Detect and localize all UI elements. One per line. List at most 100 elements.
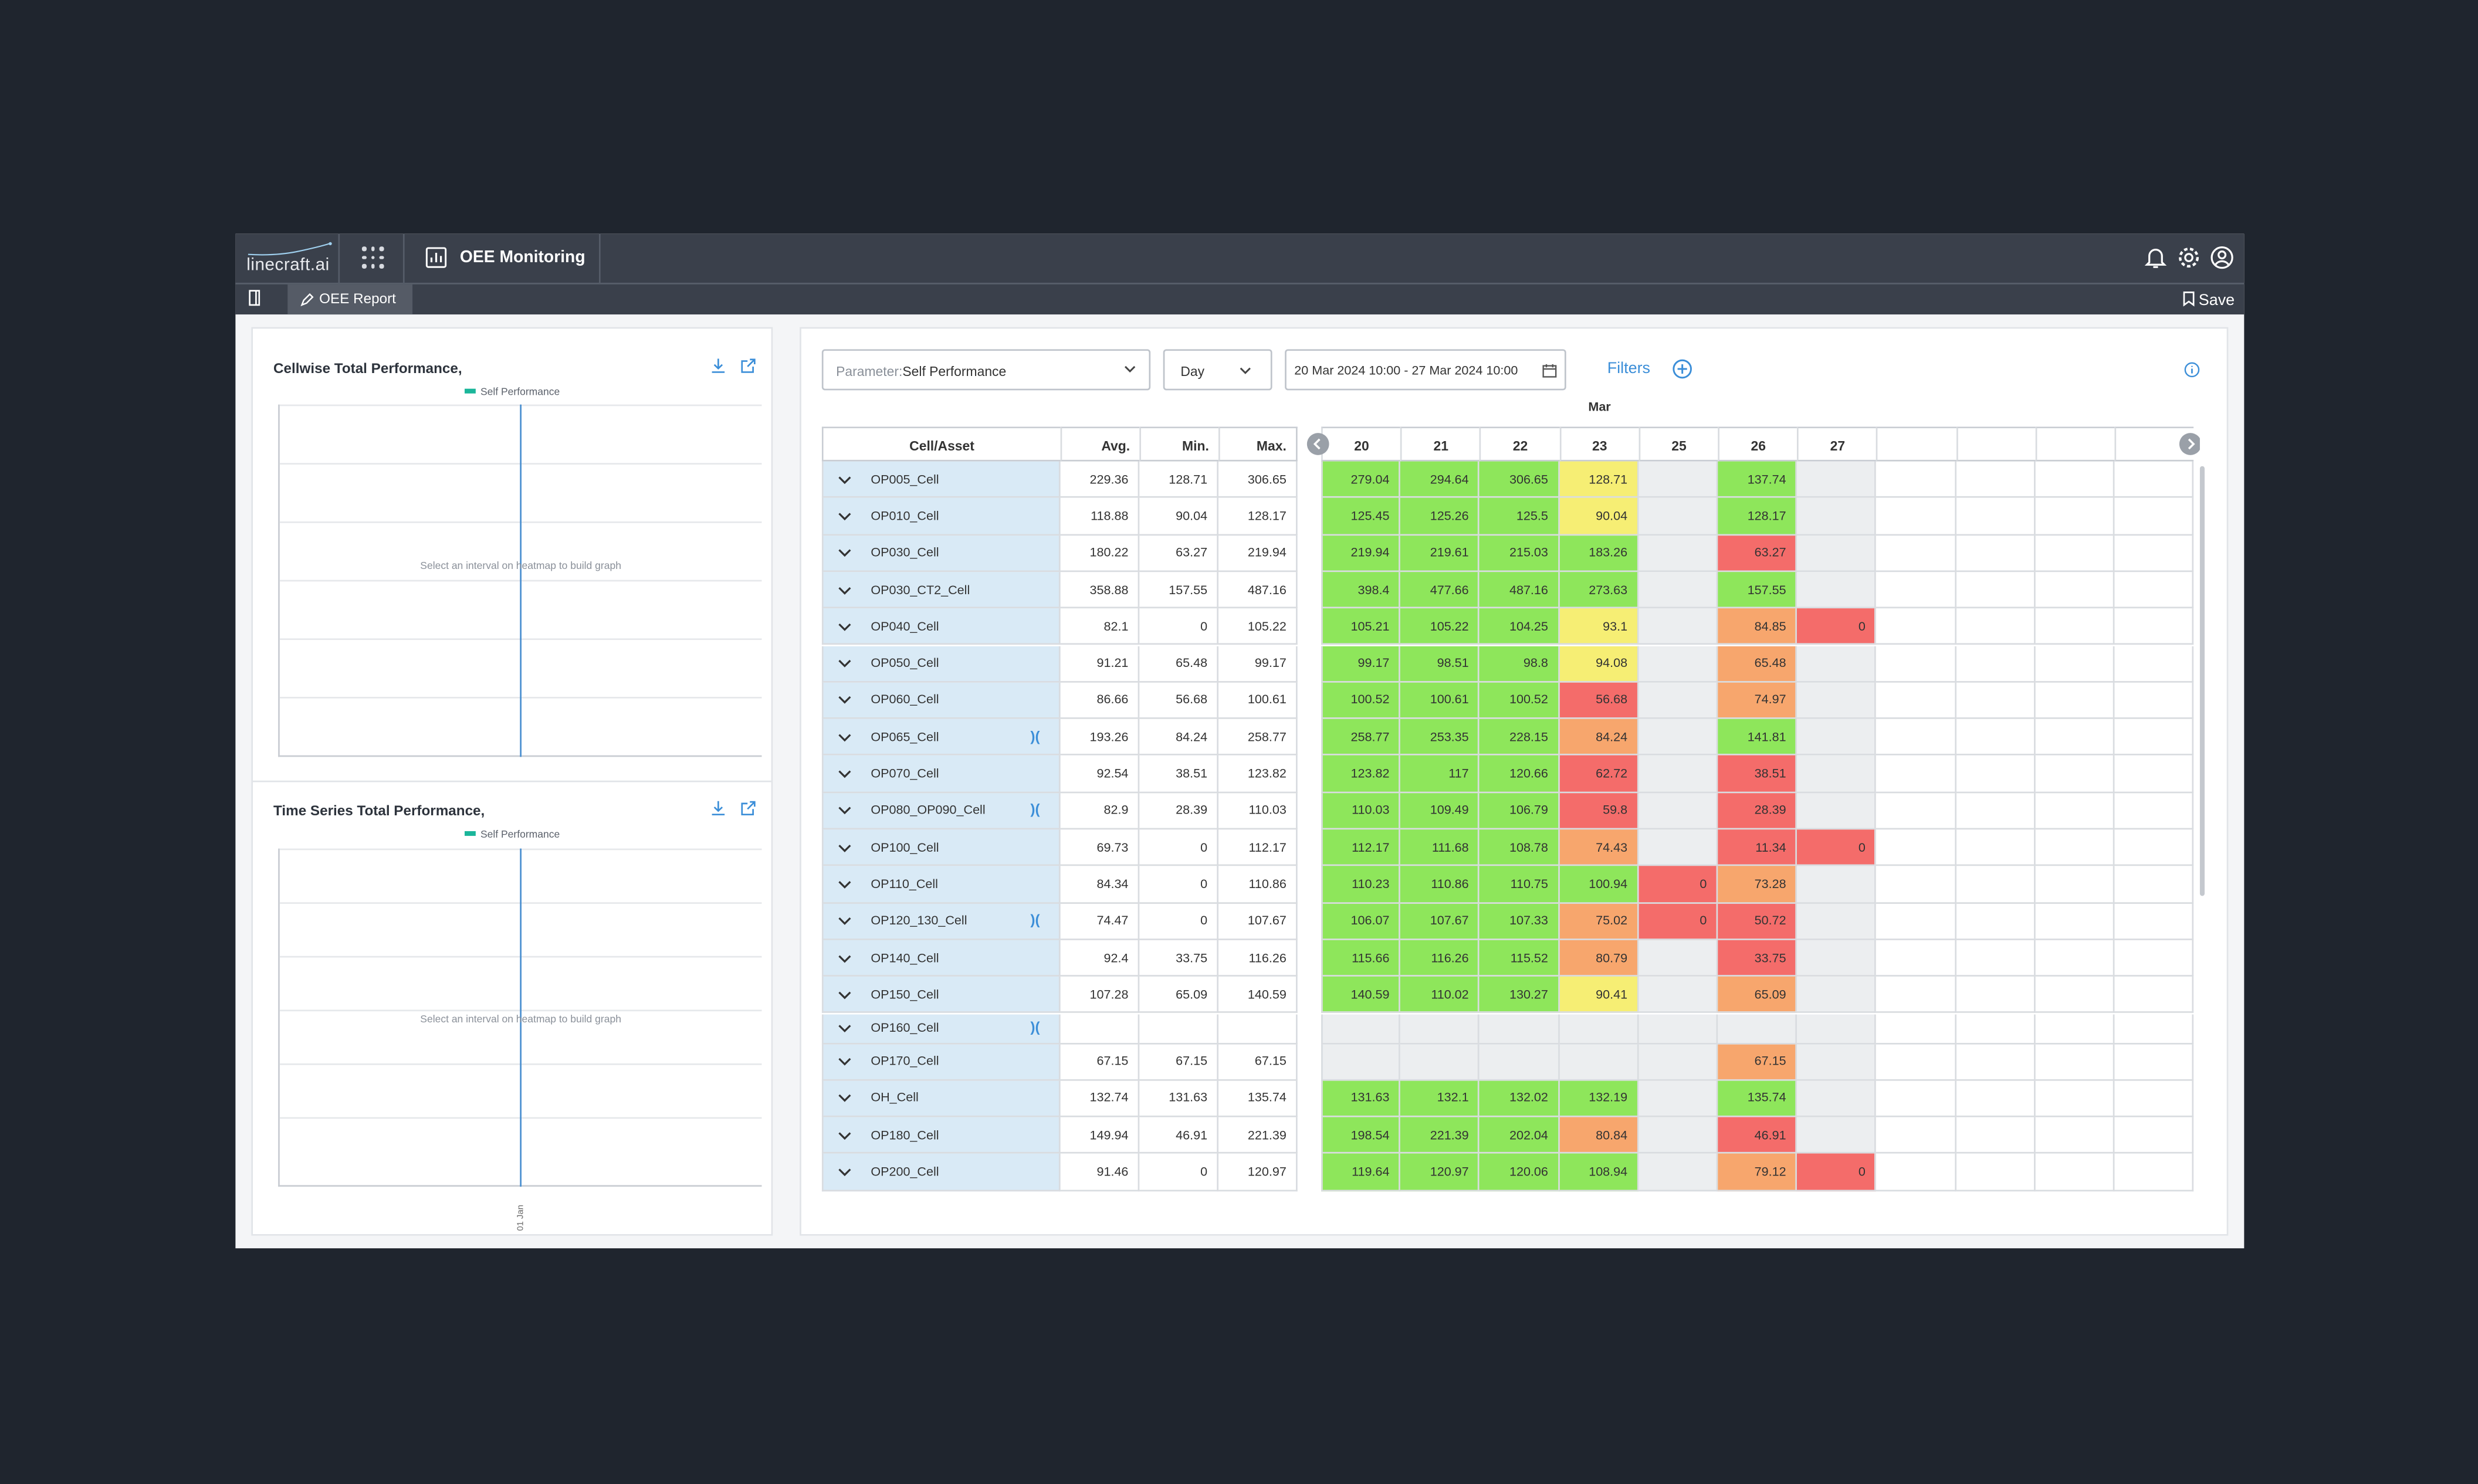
table-row[interactable]: OP005_Cell 229.36 128.71 306.65 279.04 294.64…: [821, 461, 2200, 499]
heatmap-cell[interactable]: [1639, 829, 1718, 867]
heatmap-cell[interactable]: 104.25: [1480, 608, 1559, 646]
heatmap-cell[interactable]: 132.1: [1400, 1080, 1480, 1117]
settings-gear-icon[interactable]: [2176, 245, 2202, 270]
heatmap-cell[interactable]: [1639, 977, 1718, 1014]
header-day[interactable]: 22: [1480, 426, 1559, 462]
expand-chevron-icon[interactable]: [838, 733, 852, 742]
expand-chevron-icon[interactable]: [838, 548, 852, 558]
table-row[interactable]: OP030_Cell 180.22 63.27 219.94 219.94 219.61 2…: [821, 535, 2200, 572]
heatmap-cell[interactable]: 100.52: [1321, 682, 1401, 719]
heatmap-cell[interactable]: [1480, 1014, 1559, 1044]
heatmap-cell[interactable]: [1797, 1117, 1877, 1154]
heatmap-cell[interactable]: 132.02: [1480, 1080, 1559, 1117]
heatmap-cell[interactable]: 100.61: [1400, 682, 1480, 719]
heatmap-cell[interactable]: [1797, 866, 1877, 903]
heatmap-cell[interactable]: [1639, 645, 1718, 683]
module-title-area[interactable]: OEE Monitoring: [405, 233, 601, 283]
heatmap-cell[interactable]: [1797, 498, 1877, 536]
heatmap-cell[interactable]: 63.27: [1718, 535, 1797, 572]
heatmap-cell[interactable]: 306.65: [1480, 461, 1559, 499]
heatmap-cell[interactable]: 228.15: [1480, 719, 1559, 756]
header-day[interactable]: [2035, 426, 2115, 462]
heatmap-cell[interactable]: 398.4: [1321, 571, 1401, 609]
table-row[interactable]: OP040_Cell 82.1 0 105.22 105.21 105.22 104.25 9…: [821, 608, 2200, 646]
table-row[interactable]: OP060_Cell 86.66 56.68 100.61 100.52 100.61 10…: [821, 682, 2200, 719]
heatmap-cell[interactable]: 84.85: [1718, 608, 1797, 646]
cell-asset-name[interactable]: OP040_Cell: [821, 608, 1061, 646]
table-row[interactable]: OP100_Cell 69.73 0 112.17 112.17 111.68 108.78…: [821, 829, 2200, 867]
logo[interactable]: linecraft.ai: [235, 233, 340, 283]
heatmap-cell[interactable]: 90.41: [1559, 977, 1639, 1014]
expand-chevron-icon[interactable]: [838, 770, 852, 779]
heatmap-cell[interactable]: 109.49: [1400, 792, 1480, 830]
cell-asset-name[interactable]: OP005_Cell: [821, 461, 1061, 499]
header-max[interactable]: Max.: [1218, 426, 1298, 462]
table-row[interactable]: OP160_Cell)(: [821, 1014, 2200, 1044]
expand-chevron-icon[interactable]: [838, 991, 852, 1000]
header-avg[interactable]: Avg.: [1060, 426, 1140, 462]
cell-asset-name[interactable]: OP150_Cell: [821, 977, 1061, 1014]
user-account-icon[interactable]: [2209, 245, 2235, 270]
heatmap-cell[interactable]: 183.26: [1559, 535, 1639, 572]
heatmap-cell[interactable]: [1718, 1014, 1797, 1044]
heatmap-cell[interactable]: [1400, 1014, 1480, 1044]
heatmap-cell[interactable]: 140.59: [1321, 977, 1401, 1014]
heatmap-cell[interactable]: 79.12: [1718, 1154, 1797, 1191]
heatmap-cell[interactable]: [1639, 719, 1718, 756]
heatmap-cell[interactable]: 130.27: [1480, 977, 1559, 1014]
plot-area[interactable]: Select an interval on heatmap to build g…: [278, 848, 762, 1187]
add-filter-icon[interactable]: [1672, 359, 1692, 380]
cell-asset-name[interactable]: OP070_Cell: [821, 755, 1061, 793]
heatmap-cell[interactable]: 128.71: [1559, 461, 1639, 499]
heatmap-cell[interactable]: 0: [1797, 608, 1877, 646]
cell-asset-name[interactable]: OP050_Cell: [821, 645, 1061, 683]
heatmap-cell[interactable]: 98.8: [1480, 645, 1559, 683]
table-row[interactable]: OP110_Cell 84.34 0 110.86 110.23 110.86 110.75…: [821, 866, 2200, 903]
heatmap-cell[interactable]: [1797, 755, 1877, 793]
parameter-select[interactable]: Parameter:Self Performance: [821, 349, 1151, 391]
cell-asset-name[interactable]: OH_Cell: [821, 1080, 1061, 1117]
expand-chevron-icon[interactable]: [838, 622, 852, 632]
heatmap-cell[interactable]: 120.06: [1480, 1154, 1559, 1191]
header-day[interactable]: 25: [1639, 426, 1718, 462]
date-range-input[interactable]: 20 Mar 2024 10:00 - 27 Mar 2024 10:00: [1285, 349, 1566, 391]
heatmap-cell[interactable]: 100.94: [1559, 866, 1639, 903]
table-row[interactable]: OP050_Cell 91.21 65.48 99.17 99.17 98.51 98.8 9…: [821, 645, 2200, 683]
heatmap-cell[interactable]: 123.82: [1321, 755, 1401, 793]
heatmap-cell[interactable]: 137.74: [1718, 461, 1797, 499]
heatmap-cell[interactable]: 67.15: [1718, 1043, 1797, 1081]
heatmap-cell[interactable]: 132.19: [1559, 1080, 1639, 1117]
heatmap-cell[interactable]: [1639, 1154, 1718, 1191]
heatmap-cell[interactable]: [1797, 977, 1877, 1014]
table-row[interactable]: OP170_Cell 67.15 67.15 67.15 67.15: [821, 1043, 2200, 1081]
heatmap-cell[interactable]: 73.28: [1718, 866, 1797, 903]
heatmap-cell[interactable]: 108.94: [1559, 1154, 1639, 1191]
heatmap-cell[interactable]: 487.16: [1480, 571, 1559, 609]
expand-chevron-icon[interactable]: [838, 1131, 852, 1140]
heatmap-cell[interactable]: 106.07: [1321, 903, 1401, 940]
heatmap-cell[interactable]: 80.84: [1559, 1117, 1639, 1154]
heatmap-cell[interactable]: [1559, 1014, 1639, 1044]
heatmap-cell[interactable]: [1639, 1080, 1718, 1117]
cell-asset-name[interactable]: OP060_Cell: [821, 682, 1061, 719]
heatmap-cell[interactable]: 62.72: [1559, 755, 1639, 793]
heatmap-cell[interactable]: 219.61: [1400, 535, 1480, 572]
heatmap-cell[interactable]: [1797, 535, 1877, 572]
table-row[interactable]: OP180_Cell 149.94 46.91 221.39 198.54 221.39 2…: [821, 1117, 2200, 1154]
info-icon[interactable]: [2184, 362, 2200, 378]
heatmap-cell[interactable]: 94.08: [1559, 645, 1639, 683]
heatmap-cell[interactable]: [1639, 571, 1718, 609]
heatmap-cell[interactable]: 116.26: [1400, 940, 1480, 977]
heatmap-cell[interactable]: [1639, 682, 1718, 719]
heatmap-cell[interactable]: 46.91: [1718, 1117, 1797, 1154]
heatmap-cell[interactable]: [1797, 645, 1877, 683]
heatmap-cell[interactable]: 80.79: [1559, 940, 1639, 977]
cell-asset-name[interactable]: OP065_Cell)(: [821, 719, 1061, 756]
heatmap-cell[interactable]: [1321, 1014, 1401, 1044]
header-day[interactable]: 27: [1797, 426, 1877, 462]
expand-chevron-icon[interactable]: [838, 954, 852, 963]
heatmap-cell[interactable]: 125.45: [1321, 498, 1401, 536]
heatmap-cell[interactable]: 100.52: [1480, 682, 1559, 719]
heatmap-cell[interactable]: 0: [1639, 866, 1718, 903]
bookmark-list-icon[interactable]: [248, 289, 262, 307]
